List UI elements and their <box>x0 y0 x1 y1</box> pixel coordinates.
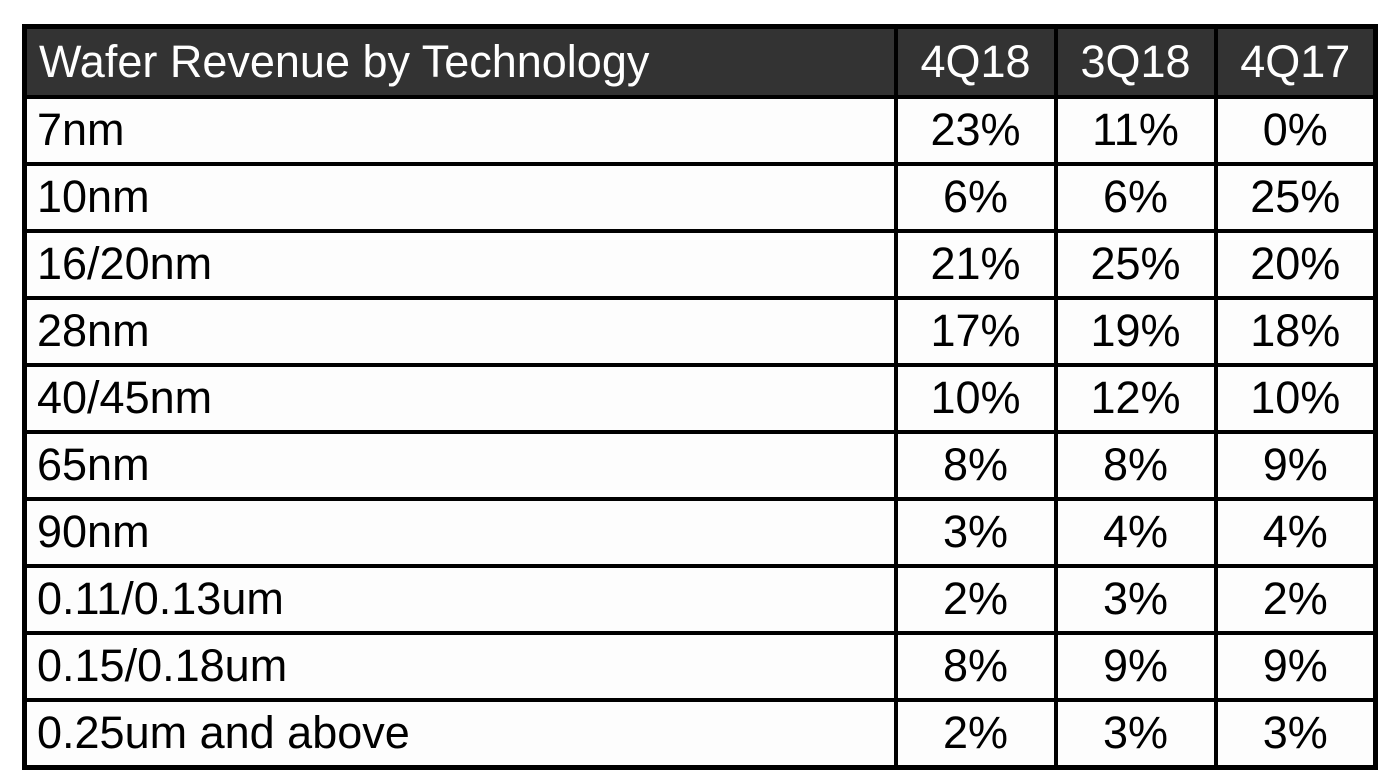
table-row-10nm: 10nm 6% 6% 25% <box>22 161 1378 233</box>
row-label: 28nm <box>22 295 898 367</box>
row-label: 10nm <box>22 161 898 233</box>
cell-value: 3% <box>1053 697 1218 770</box>
cell-value: 9% <box>1213 429 1378 501</box>
row-label: 90nm <box>22 496 898 568</box>
row-label: 0.25um and above <box>22 697 898 770</box>
cell-value: 25% <box>1053 228 1218 300</box>
cell-value: 6% <box>893 161 1058 233</box>
cell-value: 8% <box>893 630 1058 702</box>
column-header-3q18: 3Q18 <box>1053 24 1218 99</box>
table-row-7nm: 7nm 23% 11% 0% <box>22 94 1378 166</box>
cell-value: 18% <box>1213 295 1378 367</box>
cell-value: 0% <box>1213 94 1378 166</box>
cell-value: 9% <box>1053 630 1218 702</box>
cell-value: 8% <box>893 429 1058 501</box>
table-row-65nm: 65nm 8% 8% 9% <box>22 429 1378 501</box>
cell-value: 19% <box>1053 295 1218 367</box>
cell-value: 11% <box>1053 94 1218 166</box>
table-row-40-45nm: 40/45nm 10% 12% 10% <box>22 362 1378 434</box>
row-label: 0.11/0.13um <box>22 563 898 635</box>
cell-value: 25% <box>1213 161 1378 233</box>
cell-value: 12% <box>1053 362 1218 434</box>
row-label: 0.15/0.18um <box>22 630 898 702</box>
row-label: 40/45nm <box>22 362 898 434</box>
cell-value: 4% <box>1053 496 1218 568</box>
header-row: Wafer Revenue by Technology 4Q18 3Q18 4Q… <box>22 24 1378 99</box>
cell-value: 2% <box>893 563 1058 635</box>
cell-value: 2% <box>1213 563 1378 635</box>
column-header-4q18: 4Q18 <box>893 24 1058 99</box>
table-row-015-018um: 0.15/0.18um 8% 9% 9% <box>22 630 1378 702</box>
row-label: 7nm <box>22 94 898 166</box>
cell-value: 2% <box>893 697 1058 770</box>
cell-value: 4% <box>1213 496 1378 568</box>
revenue-by-technology-table: Wafer Revenue by Technology 4Q18 3Q18 4Q… <box>22 24 1378 770</box>
cell-value: 10% <box>1213 362 1378 434</box>
row-label: 16/20nm <box>22 228 898 300</box>
cell-value: 23% <box>893 94 1058 166</box>
cell-value: 9% <box>1213 630 1378 702</box>
table-row-025um-and-above: 0.25um and above 2% 3% 3% <box>22 697 1378 770</box>
cell-value: 10% <box>893 362 1058 434</box>
cell-value: 8% <box>1053 429 1218 501</box>
cell-value: 17% <box>893 295 1058 367</box>
cell-value: 21% <box>893 228 1058 300</box>
cell-value: 20% <box>1213 228 1378 300</box>
cell-value: 6% <box>1053 161 1218 233</box>
column-header-4q17: 4Q17 <box>1213 24 1378 99</box>
wafer-revenue-table: Wafer Revenue by Technology 4Q18 3Q18 4Q… <box>22 24 1378 770</box>
cell-value: 3% <box>1213 697 1378 770</box>
table-row-16-20nm: 16/20nm 21% 25% 20% <box>22 228 1378 300</box>
table-row-90nm: 90nm 3% 4% 4% <box>22 496 1378 568</box>
cell-value: 3% <box>893 496 1058 568</box>
table-title: Wafer Revenue by Technology <box>22 24 898 99</box>
row-label: 65nm <box>22 429 898 501</box>
table-row-011-013um: 0.11/0.13um 2% 3% 2% <box>22 563 1378 635</box>
table-row-28nm: 28nm 17% 19% 18% <box>22 295 1378 367</box>
cell-value: 3% <box>1053 563 1218 635</box>
